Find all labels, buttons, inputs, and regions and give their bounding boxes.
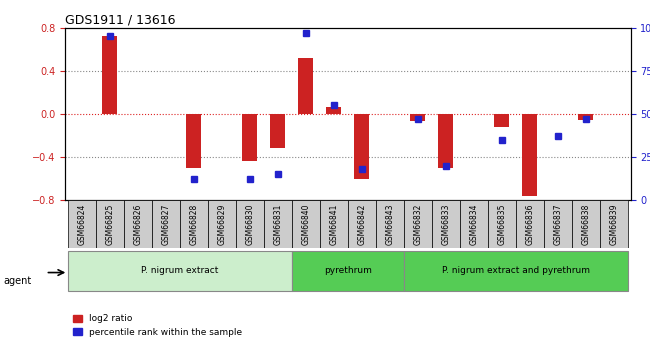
- FancyBboxPatch shape: [404, 250, 628, 291]
- Text: GSM66839: GSM66839: [609, 204, 618, 245]
- FancyBboxPatch shape: [404, 200, 432, 248]
- Text: GSM66831: GSM66831: [273, 204, 282, 245]
- FancyBboxPatch shape: [515, 200, 543, 248]
- FancyBboxPatch shape: [96, 200, 124, 248]
- Text: GSM66837: GSM66837: [553, 204, 562, 245]
- Bar: [298, 58, 313, 114]
- Text: GSM66840: GSM66840: [301, 204, 310, 245]
- Legend: log2 ratio, percentile rank within the sample: log2 ratio, percentile rank within the s…: [70, 311, 246, 341]
- FancyBboxPatch shape: [320, 200, 348, 248]
- FancyBboxPatch shape: [180, 200, 208, 248]
- Text: GSM66833: GSM66833: [441, 204, 450, 245]
- Text: P. nigrum extract: P. nigrum extract: [141, 266, 218, 275]
- Text: GSM66826: GSM66826: [133, 204, 142, 245]
- FancyBboxPatch shape: [460, 200, 488, 248]
- FancyBboxPatch shape: [432, 200, 460, 248]
- FancyBboxPatch shape: [236, 200, 264, 248]
- FancyBboxPatch shape: [543, 200, 572, 248]
- FancyBboxPatch shape: [208, 200, 236, 248]
- FancyBboxPatch shape: [68, 250, 292, 291]
- Text: GSM66838: GSM66838: [581, 204, 590, 245]
- FancyBboxPatch shape: [292, 250, 404, 291]
- FancyBboxPatch shape: [68, 200, 96, 248]
- Bar: [326, 107, 341, 114]
- FancyBboxPatch shape: [600, 200, 628, 248]
- Text: GSM66825: GSM66825: [105, 204, 114, 245]
- FancyBboxPatch shape: [264, 200, 292, 248]
- Text: GSM66836: GSM66836: [525, 204, 534, 245]
- FancyBboxPatch shape: [348, 200, 376, 248]
- Text: GSM66830: GSM66830: [245, 204, 254, 245]
- Text: GSM66829: GSM66829: [217, 204, 226, 245]
- FancyBboxPatch shape: [376, 200, 404, 248]
- Text: GSM66843: GSM66843: [385, 204, 395, 245]
- Bar: [242, 114, 257, 161]
- Text: P. nigrum extract and pyrethrum: P. nigrum extract and pyrethrum: [442, 266, 590, 275]
- FancyBboxPatch shape: [488, 200, 515, 248]
- FancyBboxPatch shape: [152, 200, 180, 248]
- FancyBboxPatch shape: [124, 200, 152, 248]
- Text: GSM66842: GSM66842: [358, 204, 366, 245]
- Bar: [186, 114, 202, 168]
- Text: GDS1911 / 13616: GDS1911 / 13616: [65, 14, 176, 27]
- Text: GSM66835: GSM66835: [497, 204, 506, 245]
- Bar: [410, 114, 426, 121]
- Bar: [354, 114, 369, 179]
- Text: pyrethrum: pyrethrum: [324, 266, 372, 275]
- Text: GSM66834: GSM66834: [469, 204, 478, 245]
- Text: GSM66824: GSM66824: [77, 204, 86, 245]
- Text: GSM66828: GSM66828: [189, 204, 198, 245]
- Bar: [494, 114, 510, 127]
- FancyBboxPatch shape: [292, 200, 320, 248]
- Bar: [102, 36, 118, 114]
- Bar: [522, 114, 538, 196]
- Text: GSM66841: GSM66841: [330, 204, 338, 245]
- Text: agent: agent: [3, 276, 31, 286]
- Bar: [270, 114, 285, 148]
- FancyBboxPatch shape: [572, 200, 600, 248]
- Bar: [438, 114, 454, 168]
- Text: GSM66832: GSM66832: [413, 204, 423, 245]
- Bar: [578, 114, 593, 120]
- Text: GSM66827: GSM66827: [161, 204, 170, 245]
